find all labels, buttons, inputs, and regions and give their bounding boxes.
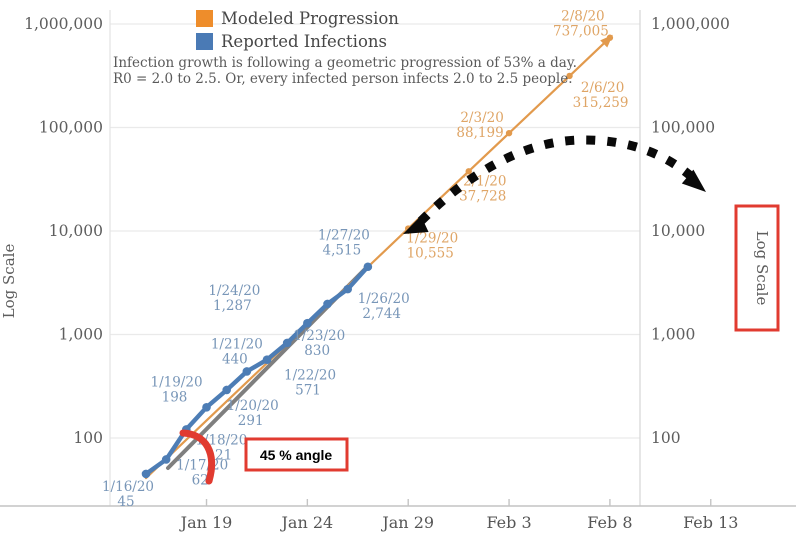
dashed-curve-arrow [417, 135, 696, 225]
y-tick-label-left: 100,000 [39, 119, 103, 137]
point-date-label: 1/19/20 [150, 374, 202, 390]
arrowhead-right-icon [681, 169, 706, 192]
point-value-label: 198 [162, 389, 188, 405]
point-date-label: 1/22/20 [284, 368, 336, 384]
legend-swatch-modeled-icon [196, 10, 213, 27]
point-value-label: 45 [117, 494, 134, 510]
point-date-label: 1/24/20 [208, 283, 260, 299]
angle-arc [179, 429, 216, 485]
legend-label-reported: Reported Infections [221, 32, 387, 51]
y-tick-label-right: 100 [651, 429, 681, 447]
legend-label-modeled: Modeled Progression [221, 9, 399, 28]
y-tick-label-left: 1,000,000 [24, 15, 103, 33]
point-value-label: 10,555 [407, 246, 454, 262]
y-tick-label-right: 1,000 [651, 326, 695, 344]
point-value-label: 315,259 [573, 95, 629, 111]
point-date-label: 2/8/20 [561, 9, 604, 25]
data-point-marker [323, 299, 332, 309]
annotations-layer: Modeled Progression Reported Infections … [0, 9, 780, 485]
y-tick-label-left: 1,000 [59, 326, 103, 344]
data-point-marker [465, 168, 472, 175]
x-tick-label: Jan 24 [280, 513, 334, 532]
data-point-marker [363, 262, 373, 272]
point-date-label: 1/29/20 [406, 231, 458, 247]
data-point-marker [242, 367, 252, 376]
point-value-label: 440 [222, 351, 248, 367]
point-value-label: 1,287 [213, 298, 252, 314]
data-point-marker [141, 469, 151, 479]
y-tick-label-right: 1,000,000 [651, 15, 730, 33]
data-point-marker [343, 284, 353, 294]
data-point-marker [566, 72, 573, 80]
x-tick-label: Feb 8 [587, 513, 632, 532]
y-tick-label-left: 100 [73, 429, 103, 447]
data-point-marker [161, 455, 171, 464]
point-date-label: 1/27/20 [318, 228, 370, 244]
y-tick-label-left: 10,000 [49, 222, 103, 240]
arrowhead-left-icon [403, 215, 429, 234]
x-tick-label: Feb 3 [486, 513, 531, 532]
x-tick-label: Jan 19 [179, 513, 233, 532]
point-date-label: 1/16/20 [102, 479, 154, 495]
data-point-marker [262, 355, 272, 364]
point-value-label: 62 [192, 472, 209, 488]
point-date-label: 2/3/20 [460, 110, 503, 126]
x-tick-label: Jan 29 [380, 513, 434, 532]
data-point-marker [505, 129, 513, 137]
data-point-marker [222, 385, 231, 395]
data-point-marker [303, 318, 312, 328]
y-tick-label-right: 100,000 [651, 119, 715, 137]
data-point-marker [202, 402, 211, 412]
grid-layer: 100 100 1,000 1,000 10,000 10,000 100,000 100,0… [0, 10, 796, 532]
modeled-line [144, 36, 612, 480]
angle-callout-label: 45 % angle [260, 447, 333, 463]
point-date-label: 1/20/20 [227, 398, 279, 414]
point-date-label: 1/26/20 [358, 291, 410, 307]
point-value-label: 830 [304, 343, 330, 359]
modeled-line-arrowhead-icon [600, 34, 613, 48]
point-value-label: 88,199 [456, 125, 503, 141]
series-layer [141, 34, 614, 480]
angle-callout-box [244, 437, 349, 472]
data-point-marker [282, 338, 292, 348]
point-date-label: 2/6/20 [581, 80, 624, 96]
note-line-1: Infection growth is following a geometri… [113, 55, 577, 71]
right-axis-title: Log Scale [753, 231, 771, 306]
note-line-2: R0 = 2.0 to 2.5. Or, every infected pers… [113, 71, 573, 87]
point-value-label: 571 [295, 383, 321, 399]
point-date-label: 1/23/20 [293, 328, 345, 344]
point-value-label: 291 [238, 413, 264, 429]
y-tick-label-right: 10,000 [651, 222, 705, 240]
legend-swatch-reported-icon [196, 33, 213, 50]
legend: Modeled Progression Reported Infections [196, 9, 399, 51]
point-value-label: 737,005 [553, 24, 609, 40]
point-value-label: 2,744 [362, 306, 401, 322]
left-axis-title: Log Scale [0, 244, 18, 319]
point-date-label: 1/21/20 [211, 336, 263, 352]
point-value-label: 37,728 [459, 188, 506, 204]
log-scale-highlight-box [734, 204, 780, 332]
point-value-label: 4,515 [323, 243, 362, 259]
point-date-label: 1/17/20 [176, 457, 228, 473]
x-tick-label: Feb 13 [683, 513, 738, 532]
